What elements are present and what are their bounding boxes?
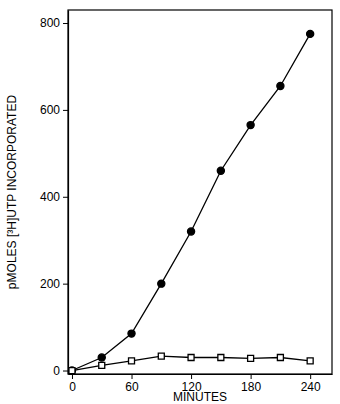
y-tick-label: 400 <box>40 190 60 204</box>
y-tick-mark <box>63 110 68 111</box>
data-point <box>129 358 135 364</box>
data-point <box>158 353 164 359</box>
x-tick-label: 180 <box>241 380 261 394</box>
y-tick-label: 0 <box>53 364 60 378</box>
x-tick: 240 <box>301 374 321 394</box>
y-tick: 200 <box>40 277 68 291</box>
data-point <box>247 122 254 129</box>
data-point <box>98 354 105 361</box>
plot-frame <box>68 10 332 374</box>
data-point <box>218 354 224 360</box>
data-point <box>187 228 194 235</box>
y-tick: 0 <box>53 364 68 378</box>
data-point <box>277 354 283 360</box>
x-tick-mark <box>310 374 311 379</box>
data-point <box>248 355 254 361</box>
y-tick-mark <box>63 371 68 372</box>
data-point <box>69 368 75 374</box>
y-tick-mark <box>63 284 68 285</box>
x-tick: 0 <box>69 374 76 394</box>
y-tick: 800 <box>40 16 68 30</box>
x-axis-line <box>69 374 333 375</box>
x-tick-label: 240 <box>301 380 321 394</box>
y-tick-label: 200 <box>40 277 60 291</box>
x-axis-title: MINUTES <box>173 390 227 404</box>
y-axis-line <box>68 11 69 375</box>
chart: 0601201802400200400600800MINUTESpMOLES [… <box>0 0 340 404</box>
data-point <box>99 362 105 368</box>
data-point <box>188 354 194 360</box>
x-tick: 60 <box>125 374 139 394</box>
y-tick-mark <box>63 23 68 24</box>
x-tick-mark <box>191 374 192 379</box>
y-tick: 600 <box>40 103 68 117</box>
x-tick: 180 <box>241 374 261 394</box>
y-tick-label: 800 <box>40 16 60 30</box>
y-tick-mark <box>63 197 68 198</box>
x-tick-mark <box>251 374 252 379</box>
y-tick: 400 <box>40 190 68 204</box>
y-axis-title: pMOLES [³H]UTP INCORPORATED <box>5 95 19 290</box>
x-tick-label: 60 <box>125 380 139 394</box>
data-point <box>158 280 165 287</box>
y-axis: 0 200 400 600 800 <box>40 11 69 378</box>
data-point <box>277 82 284 89</box>
data-point <box>128 330 135 337</box>
x-tick-label: 0 <box>69 380 76 394</box>
series-line <box>72 34 310 371</box>
y-tick-label: 600 <box>40 103 60 117</box>
x-tick-mark <box>72 374 73 379</box>
x-tick-mark <box>132 374 133 379</box>
data-point <box>68 367 75 374</box>
data-point <box>307 358 313 364</box>
data-point <box>307 30 314 37</box>
data-point <box>217 167 224 174</box>
plot-area <box>68 30 313 374</box>
